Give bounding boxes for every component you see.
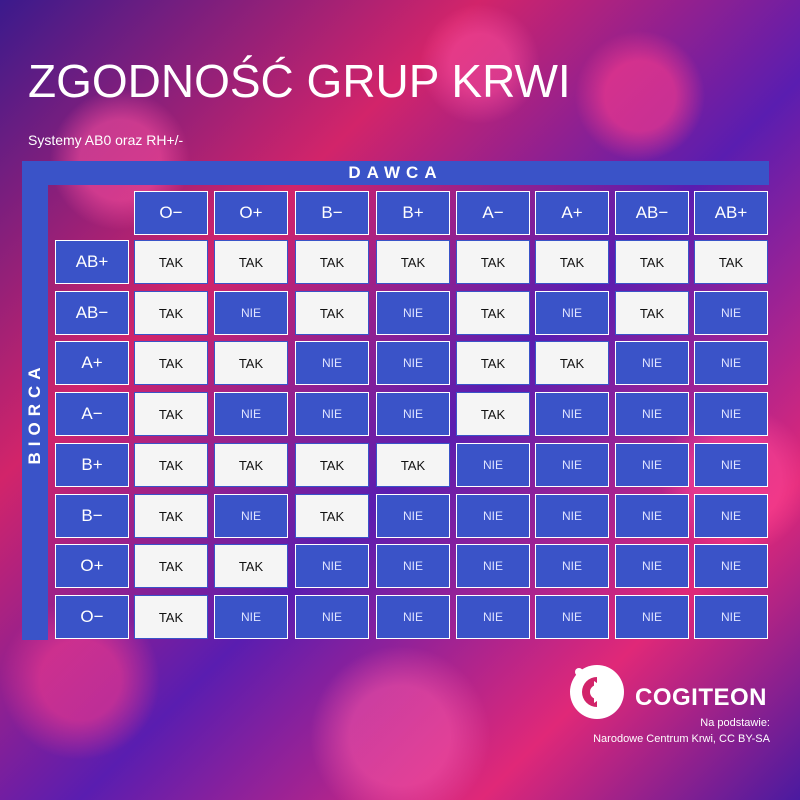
compatibility-cell: NIE xyxy=(295,595,369,639)
compatibility-cell: NIE xyxy=(376,341,450,385)
compatibility-cell: TAK xyxy=(295,240,369,284)
compatibility-cell: NIE xyxy=(694,291,768,335)
compatibility-cell: NIE xyxy=(535,443,609,487)
compatibility-cell: TAK xyxy=(376,443,450,487)
compatibility-cell: NIE xyxy=(214,291,288,335)
compatibility-cell: NIE xyxy=(694,544,768,588)
recipient-group-header: B− xyxy=(55,494,129,538)
compatibility-cell: TAK xyxy=(295,443,369,487)
compatibility-cell: TAK xyxy=(456,392,530,436)
compatibility-cell: NIE xyxy=(376,291,450,335)
compatibility-cell: NIE xyxy=(694,392,768,436)
page-title: ZGODNOŚĆ GRUP KRWI xyxy=(28,55,571,107)
compatibility-cell: NIE xyxy=(535,494,609,538)
page-subtitle: Systemy AB0 oraz RH+/- xyxy=(28,132,184,148)
compatibility-cell: NIE xyxy=(694,494,768,538)
compatibility-cell: NIE xyxy=(295,341,369,385)
compatibility-cell: TAK xyxy=(295,291,369,335)
recipient-group-header: A+ xyxy=(55,341,129,385)
recipient-group-header: AB+ xyxy=(55,240,129,284)
compatibility-cell: TAK xyxy=(134,443,208,487)
recipient-group-header: A− xyxy=(55,392,129,436)
compatibility-cell: TAK xyxy=(134,544,208,588)
compatibility-cell: NIE xyxy=(694,443,768,487)
compatibility-cell: NIE xyxy=(295,544,369,588)
compatibility-cell: TAK xyxy=(456,240,530,284)
compatibility-cell: NIE xyxy=(535,544,609,588)
compatibility-cell: NIE xyxy=(535,392,609,436)
compatibility-cell: TAK xyxy=(214,341,288,385)
compatibility-cell: TAK xyxy=(376,240,450,284)
compatibility-cell: NIE xyxy=(456,595,530,639)
donor-header-bar: DAWCA xyxy=(22,161,769,185)
compatibility-cell: NIE xyxy=(456,544,530,588)
compatibility-cell: NIE xyxy=(615,341,689,385)
compatibility-cell: TAK xyxy=(535,341,609,385)
compatibility-cell: NIE xyxy=(615,392,689,436)
source-label: Na podstawie: xyxy=(700,717,770,729)
compatibility-table: DAWCA BIORCA O− O+ B− B+ A− A+ AB− AB+ AB+ TAK TAK… xyxy=(22,161,769,640)
donor-group-header: A+ xyxy=(535,191,609,235)
donor-group-header: O− xyxy=(134,191,208,235)
brand-name: COGITEON xyxy=(635,684,768,711)
cogiteon-logo-icon xyxy=(570,665,624,719)
compatibility-cell: NIE xyxy=(214,595,288,639)
compatibility-cell: TAK xyxy=(134,341,208,385)
compatibility-cell: TAK xyxy=(615,291,689,335)
compatibility-cell: NIE xyxy=(615,595,689,639)
recipient-group-header: B+ xyxy=(55,443,129,487)
donor-group-header: B+ xyxy=(376,191,450,235)
donor-group-header: AB− xyxy=(615,191,689,235)
compatibility-cell: TAK xyxy=(214,544,288,588)
compatibility-cell: NIE xyxy=(456,443,530,487)
compatibility-cell: NIE xyxy=(535,291,609,335)
donor-group-header: AB+ xyxy=(694,191,768,235)
recipient-label: BIORCA xyxy=(25,360,44,465)
compatibility-cell: TAK xyxy=(456,291,530,335)
compatibility-cell: NIE xyxy=(376,595,450,639)
compatibility-cell: NIE xyxy=(214,494,288,538)
compatibility-cell: TAK xyxy=(214,240,288,284)
compatibility-cell: TAK xyxy=(295,494,369,538)
compatibility-cell: TAK xyxy=(134,291,208,335)
compatibility-cell: NIE xyxy=(615,544,689,588)
recipient-side-bar: BIORCA xyxy=(22,185,48,640)
compatibility-cell: NIE xyxy=(615,494,689,538)
compatibility-cell: NIE xyxy=(456,494,530,538)
compatibility-cell: TAK xyxy=(615,240,689,284)
compatibility-cell: NIE xyxy=(694,341,768,385)
compatibility-cell: TAK xyxy=(214,443,288,487)
compatibility-cell: NIE xyxy=(214,392,288,436)
compatibility-cell: NIE xyxy=(376,494,450,538)
compatibility-cell: TAK xyxy=(134,595,208,639)
compatibility-cell: TAK xyxy=(134,240,208,284)
compatibility-cell: TAK xyxy=(694,240,768,284)
compatibility-cell: TAK xyxy=(134,392,208,436)
compatibility-cell: TAK xyxy=(456,341,530,385)
donor-group-header: B− xyxy=(295,191,369,235)
compatibility-cell: NIE xyxy=(376,392,450,436)
recipient-group-header: AB− xyxy=(55,291,129,335)
compatibility-cell: NIE xyxy=(535,595,609,639)
donor-group-header: A− xyxy=(456,191,530,235)
donor-label: DAWCA xyxy=(348,163,443,182)
source-text: Narodowe Centrum Krwi, CC BY-SA xyxy=(593,733,770,745)
compatibility-cell: TAK xyxy=(535,240,609,284)
compatibility-cell: NIE xyxy=(376,544,450,588)
recipient-group-header: O+ xyxy=(55,544,129,588)
compatibility-cell: NIE xyxy=(694,595,768,639)
donor-group-header: O+ xyxy=(214,191,288,235)
compatibility-cell: NIE xyxy=(295,392,369,436)
compatibility-cell: NIE xyxy=(615,443,689,487)
recipient-group-header: O− xyxy=(55,595,129,639)
compatibility-cell: TAK xyxy=(134,494,208,538)
